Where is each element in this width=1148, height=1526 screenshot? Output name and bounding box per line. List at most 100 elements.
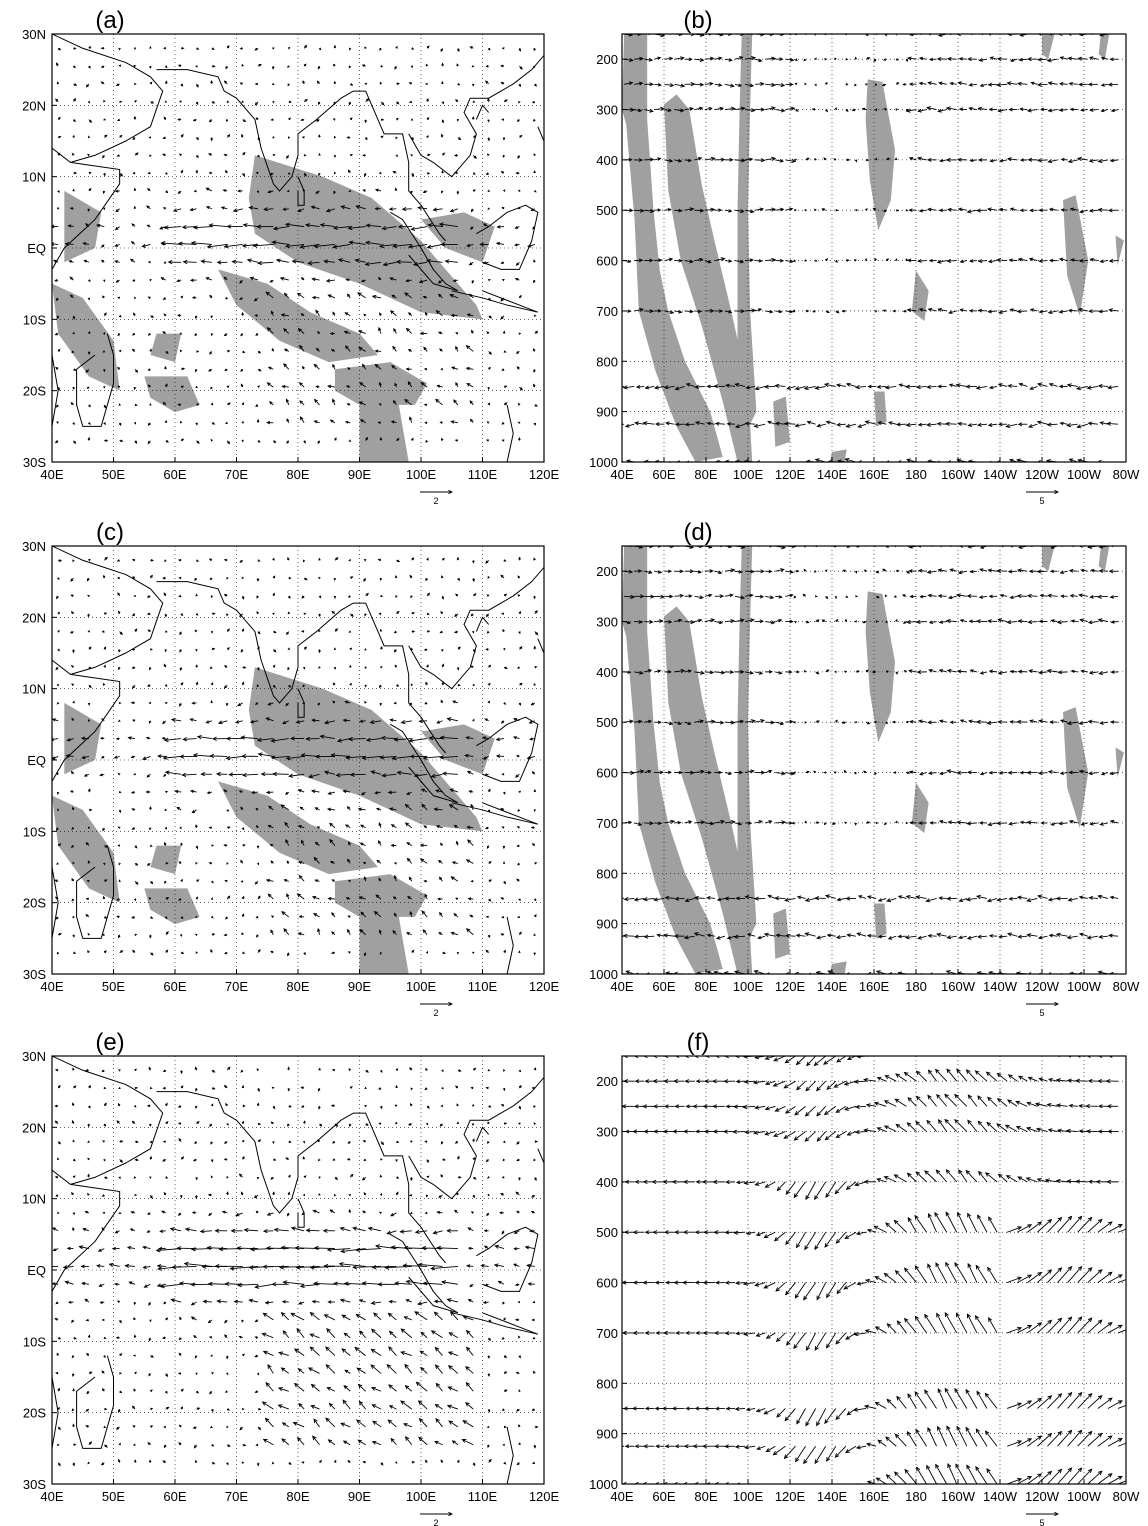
wind-vector (517, 594, 521, 597)
wind-vector (958, 107, 967, 112)
wind-vector (335, 772, 351, 778)
wind-vector (793, 1181, 806, 1199)
wind-vector (149, 66, 152, 70)
wind-vector (1077, 1216, 1093, 1233)
wind-vector (373, 1312, 382, 1321)
wind-vector (664, 56, 674, 61)
wind-vector (946, 935, 957, 940)
wind-vector (765, 56, 777, 61)
wind-vector (299, 806, 305, 811)
wind-vector (949, 81, 957, 86)
wind-vector (365, 436, 368, 441)
wind-vector (1107, 1224, 1123, 1233)
wind-vector (823, 822, 827, 826)
wind-vector (907, 56, 917, 61)
wind-vector (891, 720, 897, 724)
wind-vector (1089, 208, 1098, 213)
wind-vector (241, 931, 244, 935)
wind-vector (976, 1056, 977, 1057)
wind-vector (272, 592, 275, 597)
wind-vector (634, 108, 643, 113)
wind-vector (157, 754, 166, 759)
wind-vector (988, 934, 998, 938)
wind-vector (534, 1140, 539, 1143)
wind-vector (210, 1141, 213, 1145)
x-tick-label: 100W (1067, 979, 1102, 994)
wind-vector (72, 315, 76, 320)
wind-vector (134, 1140, 139, 1144)
wind-vector (129, 258, 136, 263)
wind-vector (1036, 420, 1048, 425)
wind-vector (470, 665, 474, 669)
wind-vector (132, 613, 136, 617)
wind-vector (101, 718, 105, 722)
wind-vector (965, 1069, 978, 1082)
wind-vector (684, 158, 693, 163)
wind-vector (843, 1282, 857, 1290)
wind-vector (1109, 595, 1119, 599)
wind-vector (841, 309, 846, 313)
wind-vector (882, 309, 887, 313)
wind-vector (126, 1245, 136, 1250)
wind-vector (483, 1245, 489, 1249)
wind-vector (178, 1337, 182, 1341)
wind-vector (905, 1056, 907, 1057)
wind-vector (316, 331, 320, 334)
wind-vector (358, 1299, 366, 1303)
shading-b (622, 34, 1124, 462)
wind-vector (1050, 619, 1058, 623)
wind-vector (986, 207, 998, 212)
wind-vector (1106, 421, 1119, 426)
wind-vector (54, 1318, 59, 1321)
wind-vector (455, 98, 459, 103)
wind-vector (330, 349, 336, 352)
wind-vector (1087, 82, 1098, 87)
wind-vector (533, 259, 536, 263)
wind-vector (119, 1159, 124, 1163)
wind-vector (905, 894, 917, 900)
wind-vector (1049, 569, 1058, 574)
wind-vector (253, 297, 259, 302)
wind-vector (1038, 208, 1048, 213)
wind-vector (465, 1329, 474, 1339)
wind-vector (673, 1481, 685, 1484)
wind-vector (369, 719, 382, 725)
wind-vector (254, 880, 259, 885)
wind-vector (346, 367, 351, 370)
wind-vector (334, 628, 339, 632)
wind-vector (1080, 568, 1088, 573)
wind-vector (305, 736, 320, 742)
y-tick-label: 500 (596, 1225, 618, 1240)
wind-vector (1087, 421, 1098, 426)
wind-vector (281, 1300, 289, 1304)
wind-vector (207, 1281, 228, 1286)
reference-vector-label: 5 (1039, 496, 1044, 506)
wind-vector (341, 1348, 351, 1356)
wind-vector (347, 928, 351, 935)
wind-vector (199, 1229, 212, 1234)
wind-vector (487, 47, 491, 51)
wind-vector (472, 718, 475, 722)
wind-vector (918, 821, 927, 825)
wind-vector (996, 568, 1008, 574)
wind-vector (744, 670, 755, 675)
wind-vector (518, 294, 522, 299)
wind-vector (146, 1104, 151, 1108)
coastline (297, 688, 305, 718)
wind-vector (409, 910, 413, 918)
wind-vector (211, 1408, 214, 1413)
wind-vector (69, 207, 74, 210)
wind-vector (725, 1180, 735, 1185)
wind-vector (954, 1118, 968, 1132)
wind-vector (72, 915, 75, 919)
wind-vector (987, 309, 998, 314)
wind-vector (763, 1408, 776, 1415)
wind-vector (643, 1444, 655, 1449)
wind-vector (164, 827, 167, 830)
wind-vector (486, 421, 490, 424)
wind-vector (898, 383, 907, 388)
wind-vector (270, 1121, 274, 1125)
wind-vector (1085, 1103, 1098, 1109)
wind-vector (84, 1210, 90, 1214)
wind-vector (208, 1212, 213, 1216)
